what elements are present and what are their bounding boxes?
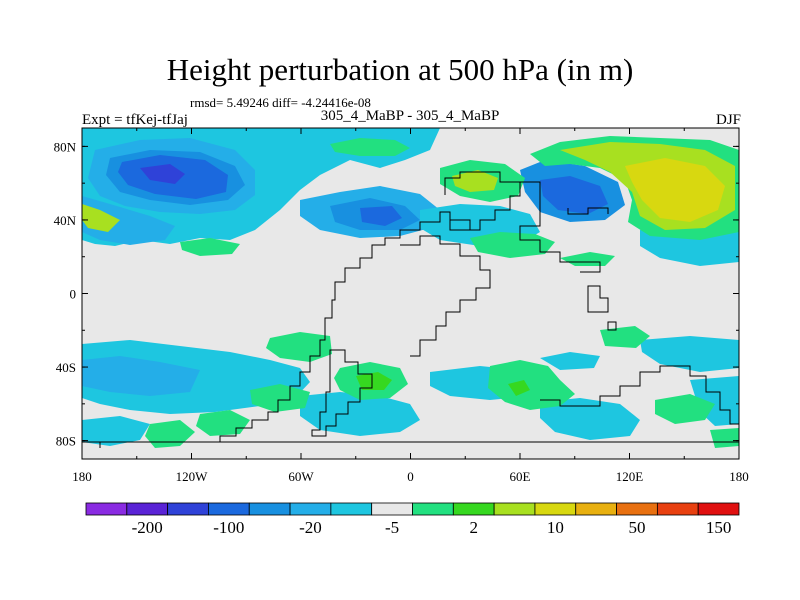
lat-tick-label: 80S: [56, 434, 76, 449]
colorbar-swatch: [330, 502, 373, 516]
colorbar-swatch: [452, 502, 495, 516]
case-label: 305_4_MaBP - 305_4_MaBP: [320, 108, 500, 124]
colorbar-swatch: [412, 502, 454, 516]
lon-tick-label: 120W: [176, 469, 209, 484]
colorbar-label: -200: [132, 518, 163, 537]
colorbar-swatch: [534, 502, 577, 516]
experiment-label: Expt = tfKej-tfJaj: [82, 112, 188, 128]
colorbar-labels: -200 -100 -20 -5 2 10 50 150: [132, 518, 732, 537]
coastline-antarctic-rim: [82, 365, 739, 443]
colorbar-swatch: [126, 502, 169, 516]
colorbar-swatch: [289, 502, 332, 516]
colorbar-swatch: [697, 502, 740, 516]
colorbar-swatch: [616, 502, 658, 516]
coastline-africa-eurasia: [400, 235, 491, 357]
colorbar-label: -100: [213, 518, 244, 537]
coastline-americas: [99, 171, 521, 448]
lat-tick-label: 40S: [56, 360, 76, 375]
colorbar-label: -20: [299, 518, 322, 537]
colorbar-swatch: [575, 502, 617, 516]
colorbar-swatch: [656, 502, 699, 516]
coastline-outlines: [82, 171, 739, 448]
lat-tick-label: 40N: [54, 213, 77, 228]
colorbar-swatch: [208, 502, 250, 516]
season-label: DJF: [715, 112, 741, 128]
figure-title: Height perturbation at 500 hPa (in m): [166, 52, 634, 87]
longitude-labels: 180 120W 60W 0 60E 120E 180: [72, 469, 749, 484]
lat-tick-label: 80N: [54, 139, 77, 154]
coastline-maritime: [587, 285, 617, 331]
colorbar-swatch: [167, 502, 209, 516]
lon-tick-label: 60W: [288, 469, 314, 484]
colorbar-label: 2: [469, 518, 478, 537]
colorbar-label: -5: [385, 518, 399, 537]
colorbar: [85, 502, 740, 516]
lon-tick-label: 180: [72, 469, 92, 484]
lat-tick-label: 0: [70, 287, 77, 302]
lon-tick-label: 180: [729, 469, 749, 484]
coastline-south-america: [311, 349, 373, 437]
colorbar-swatch: [248, 502, 291, 516]
lon-tick-label: 60E: [510, 469, 531, 484]
coastline-eastern-islands: [567, 207, 609, 215]
coastline-sea-patch: [449, 219, 471, 231]
colorbar-swatch: [493, 502, 536, 516]
colorbar-label: 10: [547, 518, 564, 537]
axis-ticks: [81, 128, 740, 459]
lon-tick-label: 0: [407, 469, 414, 484]
colorbar-label: 150: [706, 518, 732, 537]
coastline-asia: [519, 181, 601, 273]
lon-tick-label: 120E: [616, 469, 644, 484]
colorbar-label: 50: [628, 518, 645, 537]
contour-map: [82, 128, 739, 459]
colorbar-swatch: [85, 502, 128, 516]
colorbar-swatch: [371, 502, 413, 516]
stats-line: rmsd= 5.49246 diff= -4.24416e-08: [190, 95, 371, 110]
latitude-labels: 80N 40N 0 40S 80S: [54, 139, 77, 448]
